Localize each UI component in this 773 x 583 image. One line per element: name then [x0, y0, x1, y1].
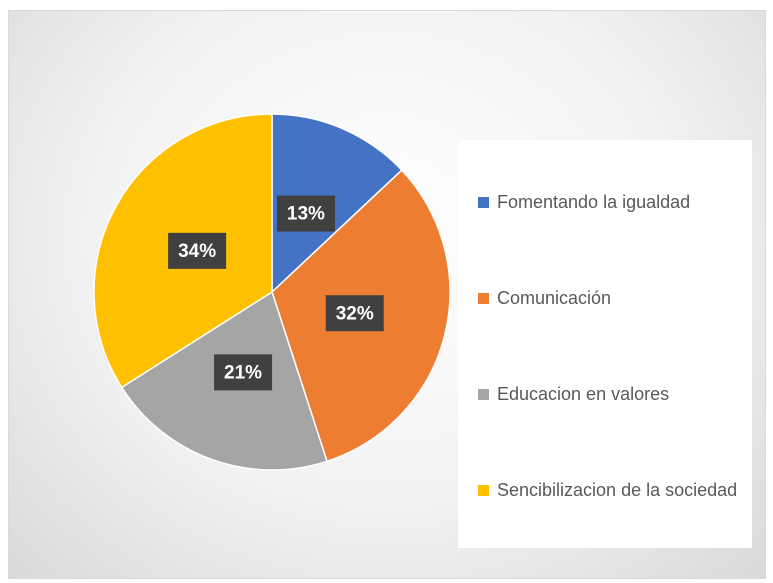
legend-swatch [478, 197, 489, 208]
legend-label: Sencibilizacion de la sociedad [497, 480, 738, 500]
data-label: 34% [178, 241, 216, 262]
pie-slice [271, 113, 403, 294]
legend-item: Fomentando la igualdad [478, 188, 742, 284]
data-label: 32% [336, 303, 374, 324]
data-label-box [276, 195, 335, 232]
data-label-box [168, 232, 227, 269]
data-label: 13% [287, 204, 325, 225]
legend-label: Educacion en valores [497, 384, 670, 404]
legend-swatch [478, 293, 489, 304]
legend-item: Educacion en valores [478, 380, 742, 476]
legend: Fomentando la igualdad Comunicación Educac… [458, 140, 752, 548]
legend-item: Comunicación [478, 284, 742, 380]
legend-label: Fomentando la igualdad [497, 192, 691, 212]
legend-swatch [478, 389, 489, 400]
legend-label: Comunicación [497, 288, 612, 308]
legend-swatch [478, 485, 489, 496]
data-label-box [214, 354, 273, 391]
data-label: 21% [224, 362, 262, 383]
data-label-box [325, 295, 384, 332]
legend-item: Sencibilizacion de la sociedad [478, 476, 742, 572]
